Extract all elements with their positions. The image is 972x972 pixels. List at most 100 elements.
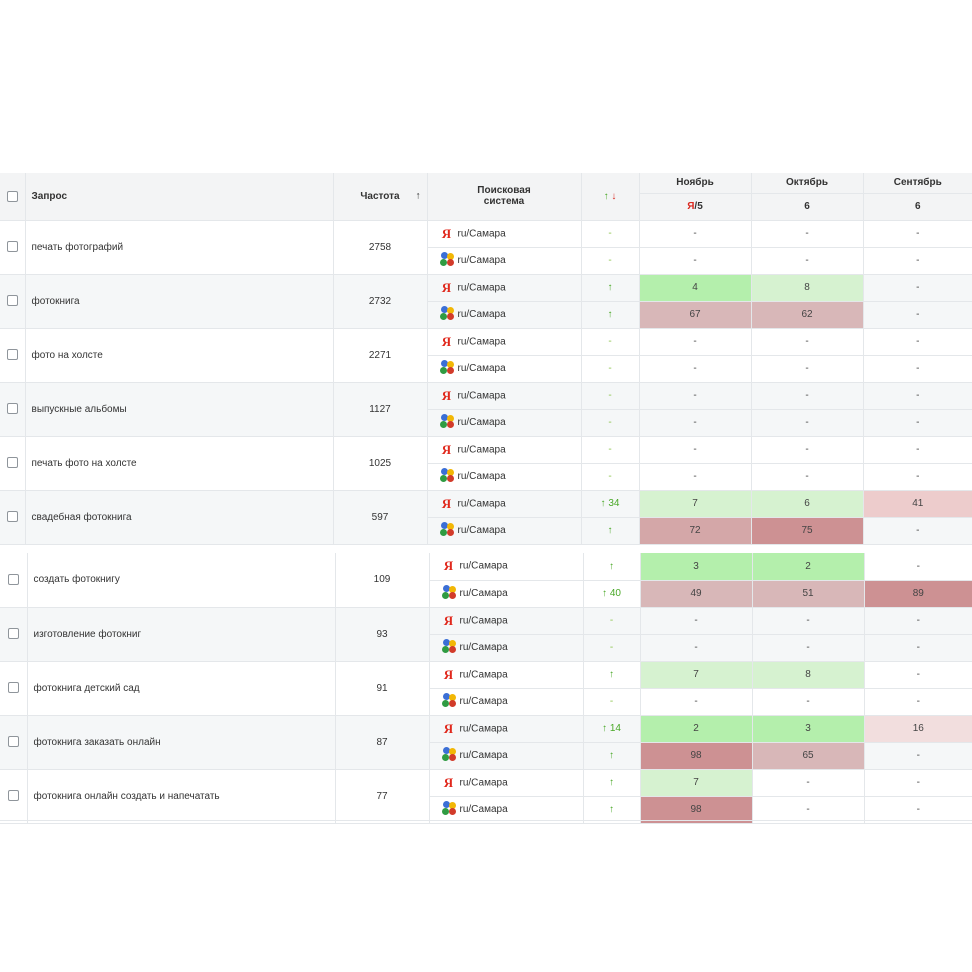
- position-november: 98: [640, 796, 753, 824]
- position-september: -: [864, 796, 972, 824]
- frequency-value: 109: [335, 553, 430, 608]
- region-label: ru/Самара: [457, 255, 506, 266]
- position-november: 49: [640, 580, 753, 608]
- trend-value: -: [583, 688, 641, 716]
- row-checkbox[interactable]: [6, 403, 18, 415]
- yandex-icon: Я: [443, 720, 454, 736]
- table-row: ru/Самара ↑ 98 65 -: [0, 742, 972, 770]
- query-text[interactable]: фото на холсте: [25, 328, 334, 383]
- row-checkbox[interactable]: [6, 457, 18, 469]
- row-checkbox[interactable]: [7, 574, 19, 586]
- query-text[interactable]: фотокнига онлайн создать и напечатать: [27, 769, 336, 824]
- trend-value: ↑: [581, 517, 640, 545]
- engine-google: ru/Самара: [427, 247, 582, 275]
- trend-value: ↑: [583, 796, 641, 824]
- select-all-cell[interactable]: [0, 173, 26, 221]
- position-october: -: [751, 463, 864, 491]
- position-october: 8: [751, 274, 864, 302]
- trend-value: -: [581, 328, 640, 356]
- position-november: -: [639, 382, 752, 410]
- table-row: ru/Самара - - - -: [0, 634, 972, 662]
- trend-value: -: [581, 382, 640, 410]
- trend-value: ↑ 14: [583, 715, 641, 743]
- position-november: 67: [639, 301, 752, 329]
- trend-column-header[interactable]: ↑ ↓: [581, 173, 640, 221]
- google-icon: [439, 414, 454, 431]
- row-checkbox[interactable]: [7, 628, 19, 640]
- query-column-header[interactable]: Запрос: [25, 173, 334, 221]
- table-row: фотокнига онлайн создать и напечатать 77…: [0, 769, 972, 824]
- position-september: -: [864, 688, 972, 716]
- position-september: 89: [864, 580, 972, 608]
- table-row: ru/Самара - - - -: [0, 463, 972, 491]
- position-november: 7: [640, 661, 753, 689]
- position-october: -: [752, 688, 865, 716]
- select-all-checkbox[interactable]: [6, 190, 18, 202]
- query-text[interactable]: фотокнига: [25, 274, 334, 329]
- yandex-icon: Я: [443, 612, 454, 628]
- engine-google: ru/Самара: [427, 301, 582, 329]
- row-checkbox-cell[interactable]: [0, 328, 26, 383]
- frequency-column-header[interactable]: Частота ↑: [333, 173, 428, 221]
- query-text[interactable]: создать фотокнигу: [27, 553, 336, 608]
- month-header-october: Октябрь: [751, 173, 864, 194]
- row-checkbox[interactable]: [7, 790, 19, 802]
- position-september: -: [863, 220, 972, 248]
- row-checkbox[interactable]: [7, 736, 19, 748]
- row-checkbox[interactable]: [6, 349, 18, 361]
- row-checkbox-cell[interactable]: [0, 274, 26, 329]
- row-checkbox-cell[interactable]: [0, 553, 28, 608]
- row-checkbox-cell[interactable]: [0, 220, 26, 275]
- row-checkbox-cell[interactable]: [0, 436, 26, 491]
- query-text[interactable]: печать фотографий: [25, 220, 334, 275]
- frequency-value: 1025: [333, 436, 428, 491]
- row-checkbox[interactable]: [6, 241, 18, 253]
- position-october: 65: [752, 742, 865, 770]
- row-checkbox-cell[interactable]: [0, 661, 28, 716]
- position-october: 8: [752, 661, 865, 689]
- region-label: ru/Самара: [459, 750, 508, 761]
- row-checkbox[interactable]: [6, 511, 18, 523]
- frequency-value: 2271: [333, 328, 428, 383]
- query-text[interactable]: фотокнига заказать онлайн: [27, 715, 336, 770]
- query-text[interactable]: фотокнига детский сад: [27, 661, 336, 716]
- frequency-value: 597: [333, 490, 428, 545]
- row-checkbox-cell[interactable]: [0, 769, 28, 824]
- sort-asc-icon[interactable]: ↑: [415, 190, 421, 202]
- row-checkbox-cell[interactable]: [0, 607, 28, 662]
- region-label: ru/Самара: [457, 417, 506, 428]
- query-text[interactable]: печать фото на холсте: [25, 436, 334, 491]
- positions-table-top: Запрос Частота ↑ Поисковая система ↑ ↓ Ноя…: [0, 173, 972, 545]
- position-september: 41: [863, 490, 972, 518]
- engine-column-header: Поисковая система: [427, 173, 582, 221]
- trend-value: -: [581, 220, 640, 248]
- engine-google: ru/Самара: [427, 517, 582, 545]
- position-november: -: [639, 355, 752, 383]
- frequency-value: 77: [335, 769, 430, 824]
- position-november: -: [639, 436, 752, 464]
- position-september: -: [864, 553, 972, 581]
- position-september: -: [863, 274, 972, 302]
- october-subheader: 6: [751, 193, 864, 221]
- query-text[interactable]: свадебная фотокнига: [25, 490, 334, 545]
- frequency-value: 91: [335, 661, 430, 716]
- row-checkbox[interactable]: [6, 295, 18, 307]
- row-checkbox[interactable]: [7, 682, 19, 694]
- row-checkbox-cell[interactable]: [0, 490, 26, 545]
- table-row: ru/Самара ↑ 40 49 51 89: [0, 580, 972, 608]
- query-text[interactable]: выпускные альбомы: [25, 382, 334, 437]
- engine-google: ru/Самара: [429, 580, 584, 608]
- row-checkbox-cell[interactable]: [0, 382, 26, 437]
- row-checkbox-cell[interactable]: [0, 715, 28, 770]
- query-text[interactable]: изготовление фотокниг: [27, 607, 336, 662]
- engine-google: ru/Самара: [429, 688, 584, 716]
- table-row: ru/Самара ↑ 98 - -: [0, 796, 972, 824]
- position-september: -: [863, 247, 972, 275]
- engine-google: ru/Самара: [429, 742, 584, 770]
- position-september: -: [863, 382, 972, 410]
